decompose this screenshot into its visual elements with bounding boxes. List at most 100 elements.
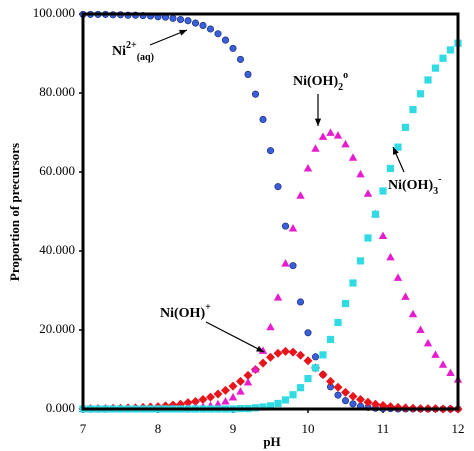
point bbox=[311, 144, 320, 152]
point bbox=[318, 370, 328, 380]
point bbox=[363, 189, 373, 197]
point bbox=[274, 399, 282, 408]
annotation: Ni2+(aq) bbox=[112, 40, 154, 63]
x-tick-label: 8 bbox=[155, 421, 162, 436]
point bbox=[221, 396, 230, 405]
point bbox=[416, 90, 425, 98]
annotation-sup: + bbox=[205, 302, 211, 313]
point bbox=[349, 279, 357, 287]
point bbox=[363, 397, 373, 407]
point bbox=[364, 234, 372, 242]
point bbox=[296, 298, 305, 306]
annotation-sub: 3 bbox=[433, 186, 438, 197]
y-tick-label: 80.000 bbox=[39, 84, 75, 99]
point bbox=[191, 396, 200, 406]
point bbox=[341, 139, 350, 148]
point bbox=[431, 64, 440, 72]
annotation-sub: (aq) bbox=[137, 52, 154, 63]
point bbox=[326, 335, 335, 344]
y-tick-label: 60.000 bbox=[39, 163, 75, 178]
annotation-sup: - bbox=[438, 174, 441, 185]
x-tick-label: 9 bbox=[230, 421, 237, 436]
point bbox=[296, 191, 305, 199]
point bbox=[281, 346, 290, 356]
point bbox=[438, 360, 448, 368]
annotation: Ni(OH)2o bbox=[293, 70, 348, 93]
point bbox=[289, 391, 297, 399]
point bbox=[266, 352, 275, 362]
point bbox=[303, 163, 313, 172]
point bbox=[431, 350, 440, 358]
point bbox=[371, 210, 380, 218]
point bbox=[213, 389, 223, 399]
point bbox=[169, 14, 177, 22]
point bbox=[401, 123, 410, 131]
y-axis-label: Proportion of precursors bbox=[7, 143, 22, 281]
point bbox=[311, 364, 320, 372]
point bbox=[258, 346, 268, 354]
point bbox=[289, 262, 297, 270]
x-tick-label: 7 bbox=[80, 421, 87, 436]
annotation-text: Ni(OH) bbox=[388, 178, 433, 193]
y-tick-label: 0.000 bbox=[46, 400, 75, 415]
point bbox=[266, 402, 275, 410]
point bbox=[409, 105, 417, 114]
point bbox=[213, 399, 223, 408]
point bbox=[378, 231, 388, 239]
point bbox=[341, 299, 350, 308]
point bbox=[244, 70, 252, 78]
annotation-text: Ni bbox=[112, 44, 126, 59]
point bbox=[183, 398, 193, 408]
annotation-text: Ni(OH) bbox=[293, 74, 338, 89]
annotation-text: Ni(OH) bbox=[160, 306, 205, 321]
arrow-head bbox=[314, 118, 322, 126]
point bbox=[236, 376, 245, 386]
point bbox=[184, 17, 192, 25]
point bbox=[386, 252, 395, 261]
point bbox=[334, 318, 342, 327]
point bbox=[446, 46, 455, 54]
point bbox=[251, 90, 260, 98]
y-tick-label: 100.000 bbox=[33, 5, 75, 20]
x-tick-label: 10 bbox=[302, 421, 315, 436]
point bbox=[191, 19, 200, 27]
point bbox=[446, 368, 455, 377]
point bbox=[311, 353, 320, 361]
point bbox=[356, 395, 365, 405]
plot-frame bbox=[81, 12, 460, 411]
point bbox=[349, 400, 357, 408]
point bbox=[348, 391, 358, 401]
point bbox=[281, 222, 290, 230]
point bbox=[251, 365, 260, 373]
point bbox=[243, 370, 253, 380]
point bbox=[401, 292, 410, 300]
point bbox=[439, 54, 447, 62]
point bbox=[371, 399, 380, 409]
point bbox=[303, 356, 313, 366]
point bbox=[394, 143, 402, 151]
point bbox=[198, 395, 208, 405]
point bbox=[281, 396, 290, 404]
point bbox=[333, 382, 343, 392]
point bbox=[304, 374, 312, 383]
arrow-head bbox=[179, 29, 187, 36]
point bbox=[221, 385, 230, 395]
point bbox=[341, 397, 350, 405]
annotation: Ni(OH)+ bbox=[160, 302, 211, 321]
point bbox=[296, 350, 305, 360]
arrow-head bbox=[393, 147, 399, 155]
annotation-sup: 2+ bbox=[126, 40, 137, 51]
point bbox=[266, 322, 275, 331]
annotation-sub: 2 bbox=[338, 82, 343, 93]
point bbox=[206, 392, 215, 402]
point bbox=[288, 347, 298, 357]
x-axis-label: pH bbox=[263, 434, 280, 449]
point bbox=[296, 384, 305, 392]
point bbox=[386, 164, 395, 173]
point bbox=[221, 36, 230, 44]
point bbox=[334, 391, 342, 399]
point bbox=[206, 25, 215, 33]
y-tick-label: 40.000 bbox=[39, 242, 75, 257]
point bbox=[408, 309, 418, 318]
point bbox=[228, 393, 238, 401]
